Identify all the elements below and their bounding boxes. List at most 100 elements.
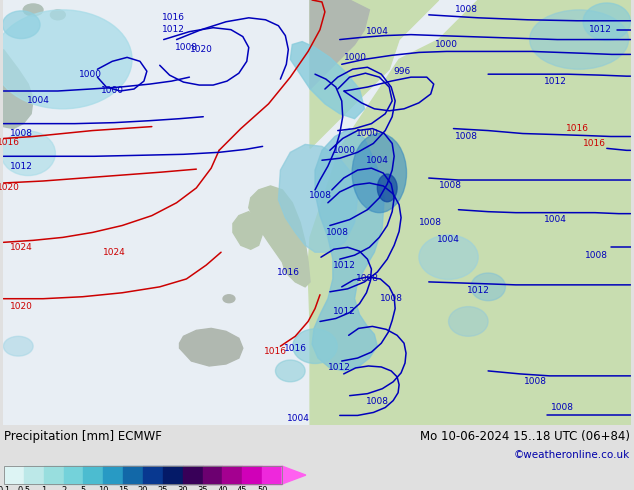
- Ellipse shape: [471, 273, 505, 301]
- Text: 1012: 1012: [10, 162, 33, 171]
- Bar: [84, 466, 103, 484]
- Text: 1008: 1008: [551, 403, 574, 412]
- Polygon shape: [233, 212, 262, 249]
- Text: 996: 996: [394, 67, 411, 76]
- Text: Precipitation [mm] ECMWF: Precipitation [mm] ECMWF: [4, 430, 162, 443]
- Text: 1: 1: [41, 486, 46, 490]
- Text: 40: 40: [217, 486, 228, 490]
- Ellipse shape: [223, 295, 235, 303]
- Bar: [4, 466, 24, 484]
- Text: 45: 45: [237, 486, 247, 490]
- Text: 1008: 1008: [356, 274, 379, 283]
- Bar: [123, 466, 143, 484]
- Bar: [163, 466, 183, 484]
- Text: 1004: 1004: [366, 27, 389, 36]
- Polygon shape: [179, 328, 243, 366]
- Bar: [183, 466, 203, 484]
- Text: ©weatheronline.co.uk: ©weatheronline.co.uk: [514, 450, 630, 460]
- Polygon shape: [282, 466, 306, 484]
- Text: 1016: 1016: [583, 139, 607, 148]
- Ellipse shape: [583, 3, 631, 41]
- Polygon shape: [3, 49, 33, 128]
- Polygon shape: [278, 145, 358, 252]
- Text: 1004: 1004: [27, 97, 49, 105]
- Text: 1016: 1016: [284, 343, 307, 353]
- Bar: [103, 466, 123, 484]
- Text: 25: 25: [158, 486, 168, 490]
- Bar: [203, 466, 223, 484]
- Bar: [143, 466, 163, 484]
- Text: 20: 20: [138, 486, 148, 490]
- Bar: [63, 466, 84, 484]
- Text: 0.5: 0.5: [17, 486, 30, 490]
- Ellipse shape: [0, 10, 132, 109]
- Text: 1008: 1008: [455, 5, 478, 14]
- Text: 1000: 1000: [101, 87, 124, 96]
- Text: 1008: 1008: [439, 181, 462, 191]
- Text: 1004: 1004: [366, 156, 389, 165]
- Text: 1008: 1008: [175, 43, 198, 52]
- Text: 1008: 1008: [327, 228, 349, 237]
- Text: 1020: 1020: [0, 183, 20, 193]
- Text: 1012: 1012: [162, 25, 185, 34]
- Polygon shape: [310, 0, 370, 89]
- Ellipse shape: [419, 235, 478, 279]
- Text: 1000: 1000: [333, 146, 356, 155]
- Text: 0.1: 0.1: [0, 486, 11, 490]
- Text: 1012: 1012: [328, 364, 351, 372]
- Ellipse shape: [352, 134, 406, 213]
- Polygon shape: [310, 0, 439, 148]
- Text: 10: 10: [98, 486, 108, 490]
- Text: 1008: 1008: [366, 397, 389, 406]
- Polygon shape: [290, 42, 365, 119]
- Text: 1016: 1016: [0, 138, 20, 147]
- Ellipse shape: [23, 4, 43, 16]
- Text: 1020: 1020: [190, 45, 213, 54]
- Text: 15: 15: [118, 486, 129, 490]
- Polygon shape: [308, 0, 631, 425]
- Text: 1024: 1024: [10, 243, 32, 252]
- Ellipse shape: [51, 10, 65, 20]
- Bar: [24, 466, 44, 484]
- Ellipse shape: [3, 336, 33, 356]
- Text: 1012: 1012: [467, 286, 489, 295]
- Text: Mo 10-06-2024 15..18 UTC (06+84): Mo 10-06-2024 15..18 UTC (06+84): [420, 430, 630, 443]
- Text: 1000: 1000: [356, 129, 379, 138]
- Text: 1016: 1016: [264, 346, 287, 356]
- Text: 1016: 1016: [277, 268, 300, 276]
- Text: 1020: 1020: [10, 302, 33, 311]
- Text: 1012: 1012: [544, 76, 567, 86]
- Ellipse shape: [293, 329, 337, 364]
- Text: 1012: 1012: [333, 307, 356, 316]
- Ellipse shape: [377, 174, 397, 202]
- Bar: [223, 466, 242, 484]
- Ellipse shape: [3, 11, 40, 39]
- Text: 2: 2: [61, 486, 66, 490]
- Text: 30: 30: [178, 486, 188, 490]
- Text: 1000: 1000: [435, 40, 458, 49]
- Text: 1008: 1008: [419, 218, 443, 227]
- Text: 5: 5: [81, 486, 86, 490]
- Text: 1004: 1004: [287, 414, 309, 423]
- Ellipse shape: [529, 10, 628, 69]
- Text: 1008: 1008: [10, 129, 33, 138]
- Polygon shape: [312, 128, 384, 371]
- Text: 1008: 1008: [455, 132, 478, 141]
- Bar: [44, 466, 63, 484]
- Bar: [4, 466, 282, 484]
- Ellipse shape: [448, 307, 488, 336]
- Text: 1012: 1012: [590, 25, 612, 34]
- Bar: [242, 466, 262, 484]
- Text: 1008: 1008: [309, 192, 332, 200]
- Polygon shape: [249, 186, 310, 287]
- Text: 1000: 1000: [344, 53, 367, 62]
- Text: 1012: 1012: [333, 261, 356, 270]
- Text: 1004: 1004: [544, 215, 567, 224]
- Text: 1024: 1024: [103, 248, 126, 257]
- Ellipse shape: [275, 360, 305, 382]
- Ellipse shape: [1, 131, 55, 175]
- Text: 1008: 1008: [380, 294, 403, 303]
- Text: 1008: 1008: [585, 251, 609, 260]
- Text: 1004: 1004: [437, 235, 460, 244]
- Text: 1000: 1000: [79, 70, 102, 79]
